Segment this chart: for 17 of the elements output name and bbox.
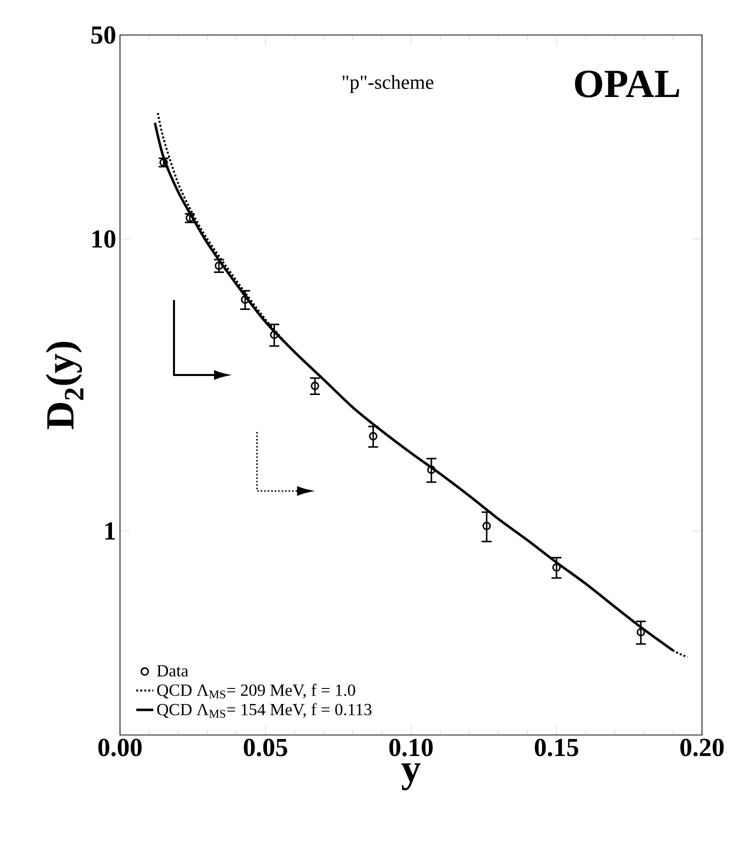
y-tick-label: 50 [91, 26, 116, 44]
point [310, 382, 320, 390]
x-tick-label: 0.20 [680, 738, 724, 756]
x-tick-label: 0.00 [98, 738, 142, 756]
legend-label: Data [157, 665, 188, 676]
y-axis-title: D$_{2}$(y) [46, 342, 84, 430]
annotation: "p"-scheme [342, 74, 434, 94]
legend-label: QCD Λ$_{MS}$= 154 MeV, f = 0.113 [157, 703, 372, 718]
x-tick-label: 0.10 [389, 738, 433, 756]
x-tick-label: 0.15 [534, 738, 578, 756]
legend-label: QCD Λ$_{MS}$= 209 MeV, f = 1.0 [157, 684, 356, 698]
y-tick-label: 1 [105, 522, 115, 540]
y-tick-label: 10 [92, 230, 116, 248]
annotation: OPAL [575, 70, 680, 98]
x-axis-title: y [401, 763, 421, 790]
point [214, 262, 224, 270]
x-tick-label: 0.05 [244, 738, 288, 756]
